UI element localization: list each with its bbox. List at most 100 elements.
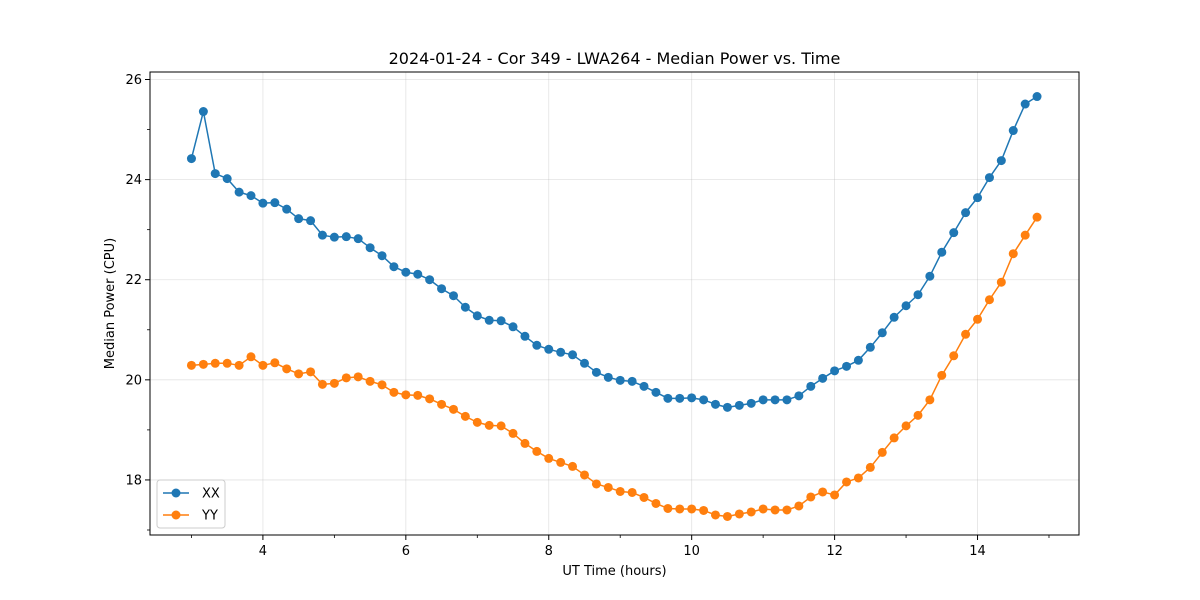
data-point-xx bbox=[722, 402, 732, 412]
data-point-yy bbox=[675, 504, 685, 514]
data-point-xx bbox=[413, 269, 423, 279]
data-point-yy bbox=[198, 359, 208, 369]
data-point-yy bbox=[258, 360, 268, 370]
data-point-xx bbox=[353, 234, 363, 244]
data-point-xx bbox=[806, 381, 816, 391]
data-point-xx bbox=[520, 331, 530, 341]
series-xx bbox=[186, 92, 1042, 412]
data-point-xx bbox=[210, 169, 220, 179]
data-point-yy bbox=[615, 486, 625, 496]
data-point-yy bbox=[437, 399, 447, 409]
data-point-yy bbox=[294, 369, 304, 379]
data-point-xx bbox=[532, 340, 542, 350]
data-point-yy bbox=[996, 277, 1006, 287]
data-point-yy bbox=[710, 510, 720, 520]
data-point-xx bbox=[484, 315, 494, 325]
x-tick-label: 6 bbox=[402, 544, 410, 559]
data-point-yy bbox=[663, 503, 673, 513]
data-point-yy bbox=[591, 479, 601, 489]
data-point-xx bbox=[913, 290, 923, 300]
data-point-xx bbox=[389, 262, 399, 272]
data-point-xx bbox=[1020, 99, 1030, 109]
data-point-xx bbox=[306, 216, 316, 226]
data-point-xx bbox=[663, 393, 673, 403]
data-point-yy bbox=[472, 417, 482, 427]
data-point-yy bbox=[818, 487, 828, 497]
data-point-xx bbox=[818, 373, 828, 383]
data-point-yy bbox=[770, 505, 780, 515]
data-point-yy bbox=[389, 387, 399, 397]
x-tick-label: 4 bbox=[259, 544, 267, 559]
y-axis-label: Median Power (CPU) bbox=[103, 238, 118, 369]
data-point-xx bbox=[472, 311, 482, 321]
legend-label-yy: YY bbox=[201, 509, 218, 524]
grid-lines bbox=[150, 72, 1079, 535]
y-tick-label: 24 bbox=[125, 173, 142, 188]
data-point-xx bbox=[889, 312, 899, 322]
data-point-yy bbox=[222, 358, 232, 368]
data-point-xx bbox=[294, 214, 304, 224]
data-point-yy bbox=[913, 410, 923, 420]
data-point-yy bbox=[532, 446, 542, 456]
data-point-xx bbox=[937, 247, 947, 257]
data-point-xx bbox=[425, 275, 435, 285]
data-point-yy bbox=[782, 505, 792, 515]
data-point-yy bbox=[317, 379, 327, 389]
data-point-xx bbox=[794, 391, 804, 401]
legend: XX YY bbox=[156, 479, 226, 529]
data-point-yy bbox=[556, 457, 566, 467]
axis-ticks: 4 6 8 10 12 14 18 20 22 24 26 bbox=[125, 73, 1050, 559]
data-point-xx bbox=[222, 174, 232, 184]
data-point-yy bbox=[341, 373, 351, 383]
data-point-yy bbox=[520, 438, 530, 448]
data-point-xx bbox=[687, 393, 697, 403]
data-point-yy bbox=[830, 490, 840, 500]
data-point-yy bbox=[460, 411, 470, 421]
data-point-xx bbox=[437, 284, 447, 294]
data-point-yy bbox=[925, 395, 935, 405]
data-point-yy bbox=[758, 504, 768, 514]
data-point-yy bbox=[734, 509, 744, 519]
data-point-yy bbox=[687, 504, 697, 514]
data-point-xx bbox=[651, 387, 661, 397]
data-point-yy bbox=[365, 376, 375, 386]
data-point-xx bbox=[639, 381, 649, 391]
data-point-xx bbox=[317, 230, 327, 240]
legend-label-xx: XX bbox=[202, 487, 220, 502]
data-point-yy bbox=[984, 295, 994, 305]
data-point-yy bbox=[746, 507, 756, 517]
data-point-xx bbox=[842, 361, 852, 371]
data-point-yy bbox=[1008, 249, 1018, 259]
data-point-yy bbox=[568, 461, 578, 471]
x-tick-label: 8 bbox=[545, 544, 553, 559]
data-point-xx bbox=[258, 198, 268, 208]
data-point-xx bbox=[925, 271, 935, 281]
data-point-xx bbox=[949, 228, 959, 238]
data-point-xx bbox=[615, 375, 625, 385]
plot-frame bbox=[149, 71, 1080, 536]
data-point-yy bbox=[353, 372, 363, 382]
data-point-yy bbox=[234, 360, 244, 370]
data-point-xx bbox=[198, 107, 208, 117]
data-point-xx bbox=[675, 393, 685, 403]
y-tick-label: 18 bbox=[125, 473, 142, 488]
data-point-yy bbox=[961, 329, 971, 339]
data-point-xx bbox=[496, 316, 506, 326]
data-point-xx bbox=[901, 301, 911, 311]
data-point-yy bbox=[579, 470, 589, 480]
data-point-yy bbox=[889, 433, 899, 443]
data-point-yy bbox=[186, 360, 196, 370]
data-point-yy bbox=[901, 421, 911, 431]
data-point-yy bbox=[270, 358, 280, 368]
data-point-yy bbox=[865, 462, 875, 472]
data-point-xx bbox=[1032, 92, 1042, 102]
data-point-xx bbox=[770, 395, 780, 405]
data-point-xx bbox=[186, 154, 196, 164]
x-tick-label: 12 bbox=[826, 544, 843, 559]
series-layer bbox=[186, 92, 1042, 521]
data-point-yy bbox=[413, 390, 423, 400]
series-yy bbox=[186, 212, 1042, 521]
data-point-xx bbox=[377, 251, 387, 261]
data-point-xx bbox=[1008, 126, 1018, 136]
